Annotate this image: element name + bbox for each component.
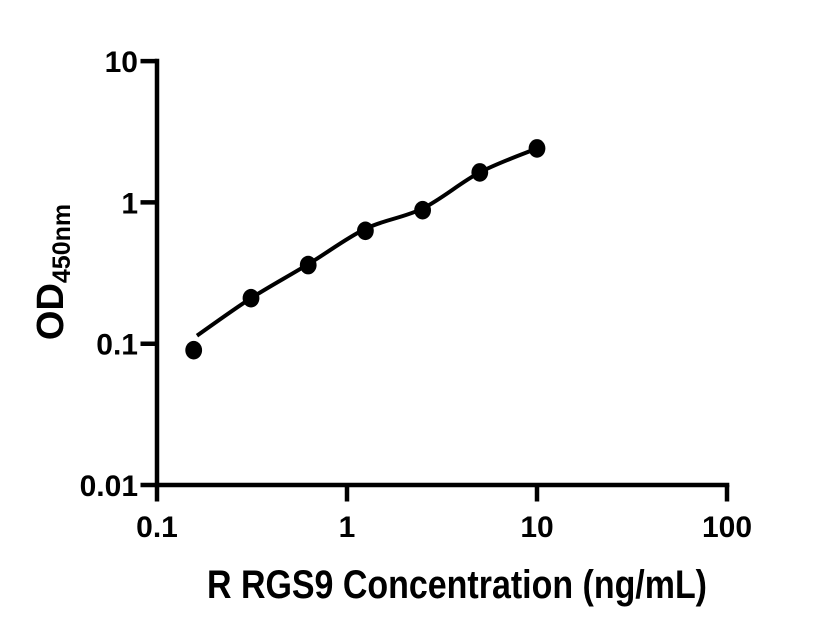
data-point [185,340,203,360]
x-tick-label: 0.1 [136,511,178,544]
data-point [414,200,431,220]
y-axis-title-subscript: 450nm [48,204,76,283]
x-tick-label: 10 [520,511,553,544]
axis-frame [154,58,730,488]
y-tick-label: 10 [105,46,138,79]
y-axis-title-main: OD [30,283,72,340]
data-point [357,221,374,241]
y-axis-title: OD450nm [30,204,76,340]
x-axis-title: R RGS9 Concentration (ng/mL) [207,563,707,607]
y-tick-label: 0.1 [96,329,138,362]
y-tick-label: 0.01 [80,470,138,503]
data-point [242,288,260,308]
x-tick-label: 1 [339,511,356,544]
x-tick-label: 100 [702,511,752,544]
y-tick-label: 1 [121,187,138,220]
data-points-layer [185,139,546,360]
data-point [471,163,489,182]
data-point [299,255,317,275]
data-point [528,139,546,158]
axes-layer: 0.1 1 10 100 0.01 0.1 1 10 [80,46,752,544]
